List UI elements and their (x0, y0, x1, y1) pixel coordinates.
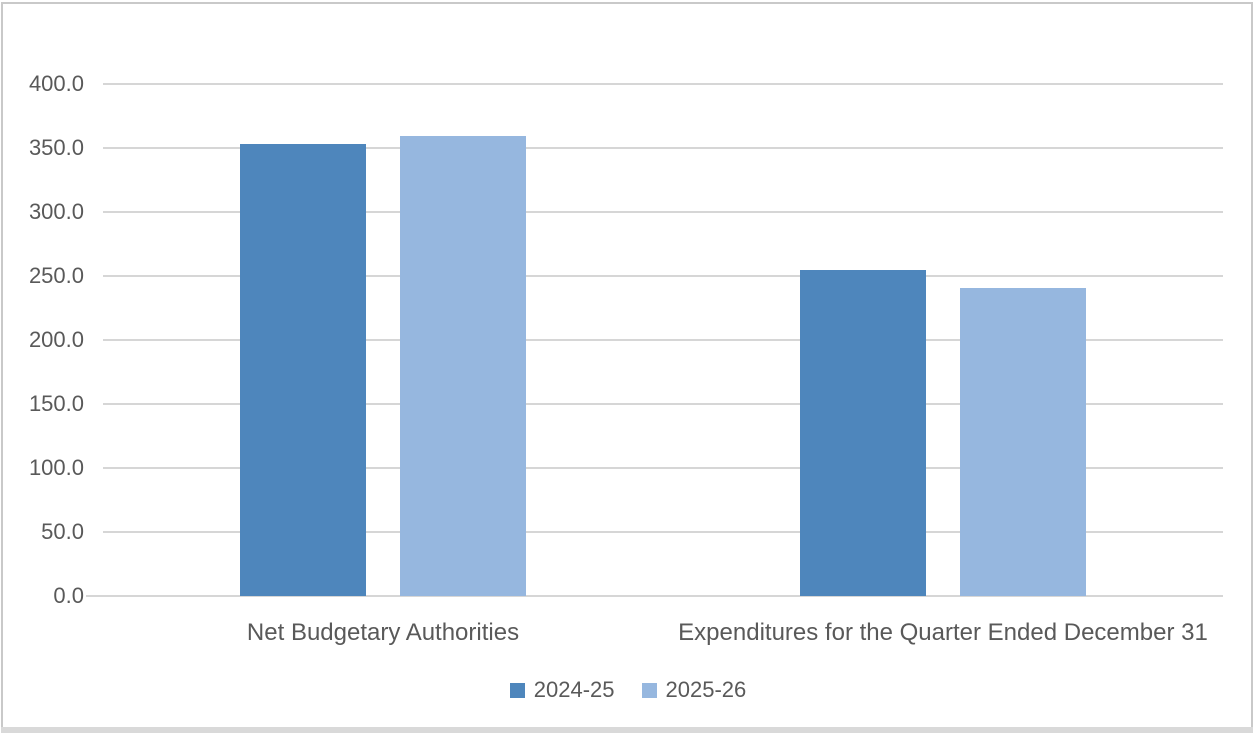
bar-2025-26 (960, 288, 1086, 596)
legend-swatch-icon (509, 682, 525, 698)
y-axis-tick-label: 50.0 (41, 519, 84, 544)
gridline (103, 275, 1223, 277)
gridline (103, 211, 1223, 213)
gridline (103, 339, 1223, 341)
bar-2024-25 (240, 144, 366, 596)
y-axis-tick-label: 0.0 (53, 583, 84, 608)
x-axis-category-label: Expenditures for the Quarter Ended Decem… (678, 619, 1208, 646)
y-axis-tick-label: 350.0 (28, 135, 84, 160)
y-axis-tick-label: 400.0 (28, 71, 84, 96)
figure-bottom-edge (1, 727, 1253, 733)
gridline (86, 595, 1223, 597)
y-axis-tick-label: 150.0 (28, 391, 84, 416)
y-axis-tick-label: 100.0 (28, 455, 84, 480)
gridline (103, 467, 1223, 469)
bar-2024-25 (800, 270, 926, 596)
y-axis-tick-label: 200.0 (28, 327, 84, 352)
gridline (103, 403, 1223, 405)
legend-label: 2024-25 (533, 677, 615, 702)
gridline (103, 147, 1223, 149)
gridline (103, 83, 1223, 85)
y-axis-tick-label: 300.0 (28, 199, 84, 224)
gridline (103, 531, 1223, 533)
legend-label: 2025-26 (665, 677, 747, 702)
x-axis-category-label: Net Budgetary Authorities (246, 619, 520, 646)
chart-legend: 2024-25 2025-26 (0, 674, 1256, 706)
legend-item: 2025-26 (641, 677, 747, 703)
y-axis-tick-label: 250.0 (28, 263, 84, 288)
legend-item: 2024-25 (509, 677, 615, 703)
bar-2025-26 (400, 136, 526, 596)
legend-swatch-icon (641, 682, 657, 698)
